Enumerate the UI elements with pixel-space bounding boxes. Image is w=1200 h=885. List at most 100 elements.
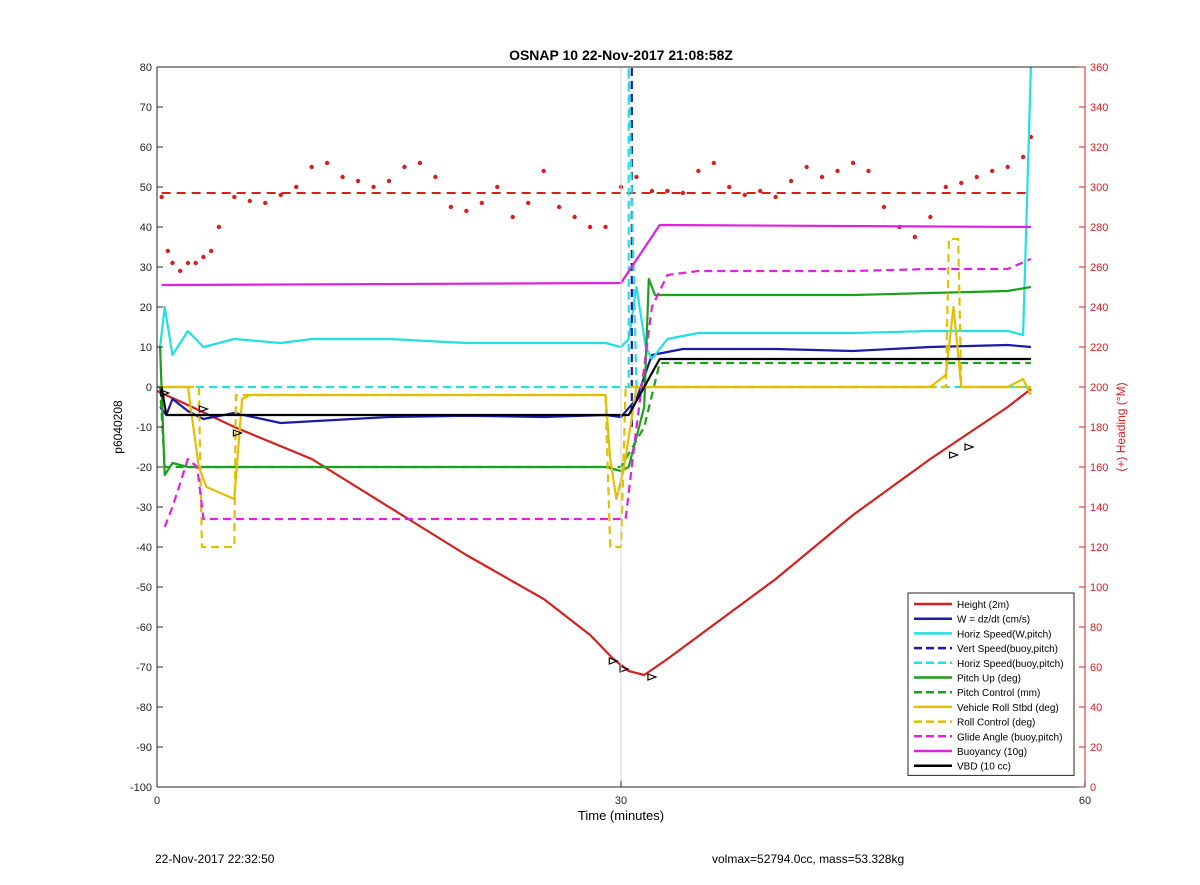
heading-point xyxy=(928,214,933,220)
series-line-vbd-10-cc xyxy=(160,357,1031,417)
y-tick-label-right: 340 xyxy=(1090,102,1108,114)
heading-point xyxy=(216,224,222,230)
heading-point xyxy=(340,174,345,180)
y-tick-label-left: 10 xyxy=(140,342,152,354)
heading-point xyxy=(185,260,191,266)
heading-point xyxy=(541,168,546,174)
heading-point xyxy=(1005,164,1010,170)
heading-point xyxy=(479,200,484,206)
heading-point xyxy=(526,200,531,206)
heading-point xyxy=(324,160,330,166)
chart-title: OSNAP 10 22-Nov-2017 21:08:58Z xyxy=(509,47,733,63)
legend-label-horiz-speed-w-pitch: Horiz Speed(W,pitch) xyxy=(957,629,1051,640)
heading-point xyxy=(866,168,871,174)
heading-point xyxy=(665,188,670,194)
legend-label-buoyancy-10g: Buoyancy (10g) xyxy=(957,747,1027,758)
y-tick-label-right: 200 xyxy=(1090,382,1108,394)
y-tick-label-right: 240 xyxy=(1090,302,1108,314)
y-tick-label-right: 320 xyxy=(1090,142,1108,154)
y-tick-label-right: 260 xyxy=(1090,262,1108,274)
x-tick-label: 30 xyxy=(615,795,627,807)
heading-point xyxy=(386,178,392,184)
legend-label-height-2m: Height (2m) xyxy=(957,600,1009,611)
y-tick-label-left: -80 xyxy=(136,702,152,714)
y-tick-label-left: -100 xyxy=(130,782,152,794)
y-tick-label-left: -20 xyxy=(136,462,152,474)
x-axis-label: Time (minutes) xyxy=(578,808,664,823)
heading-point xyxy=(193,260,198,266)
y-tick-label-left: 30 xyxy=(140,262,152,274)
height-marker xyxy=(647,673,658,681)
heading-point xyxy=(974,174,979,180)
heading-point xyxy=(572,214,577,220)
heading-point xyxy=(556,204,562,210)
y-tick-label-left: 60 xyxy=(140,142,152,154)
y-tick-label-right: 80 xyxy=(1090,622,1102,634)
series-line-roll-control-deg xyxy=(160,237,1031,549)
heading-point xyxy=(165,248,171,254)
legend-label-pitch-up-deg: Pitch Up (deg) xyxy=(957,674,1021,685)
y-tick-label-left: -10 xyxy=(136,422,152,434)
y-tick-label-left: 20 xyxy=(140,302,152,314)
heading-point xyxy=(959,180,964,186)
y-tick-label-right: 360 xyxy=(1090,62,1108,74)
y-tick-label-left: -70 xyxy=(136,662,152,674)
legend: Height (2m) W = dz/dt (cm/s) Horiz Speed(W… xyxy=(907,592,1075,776)
heading-point xyxy=(247,198,252,204)
y-tick-label-right: 100 xyxy=(1090,582,1108,594)
heading-point xyxy=(208,248,214,254)
legend-label-horiz-speed-buoy-pitch: Horiz Speed(buoy,pitch) xyxy=(957,659,1064,670)
x-tick-label: 0 xyxy=(154,795,160,807)
heading-point xyxy=(680,190,686,196)
heading-point xyxy=(603,224,608,230)
legend-label-vehicle-roll-stbd-deg: Vehicle Roll Stbd (deg) xyxy=(957,703,1059,714)
y-tick-label-right: 0 xyxy=(1090,782,1096,794)
heading-point xyxy=(178,268,183,274)
y-tick-label-right: 180 xyxy=(1090,422,1108,434)
heading-point xyxy=(990,168,995,174)
heading-point xyxy=(294,184,299,190)
y-tick-label-left: -90 xyxy=(136,742,152,754)
height-marker xyxy=(198,405,210,413)
legend-label-roll-control-deg: Roll Control (deg) xyxy=(957,718,1035,729)
heading-point xyxy=(788,178,794,184)
y-tick-label-right: 20 xyxy=(1090,742,1102,754)
heading-point xyxy=(510,214,515,220)
heading-point xyxy=(433,174,438,180)
y-tick-label-left: -30 xyxy=(136,502,152,514)
heading-point xyxy=(448,204,454,210)
heading-point xyxy=(232,194,237,200)
heading-point xyxy=(727,184,732,190)
legend-label-glide-angle-buoy-pitch: Glide Angle (buoy,pitch) xyxy=(957,732,1062,743)
legend-box xyxy=(907,592,1075,776)
heading-point xyxy=(804,164,809,170)
y-tick-label-right: 120 xyxy=(1090,542,1108,554)
y-axis-label-left: p6040208 xyxy=(111,400,125,454)
height-marker xyxy=(619,665,630,673)
y-axis-label-right: (+) Heading (°M) xyxy=(1114,382,1128,471)
height-marker xyxy=(964,443,975,451)
height-marker xyxy=(232,429,244,437)
legend-label-vert-speed-buoy-pitch: Vert Speed(buoy,pitch) xyxy=(957,644,1058,655)
y-tick-label-left: -60 xyxy=(136,622,152,634)
heading-point xyxy=(170,260,175,266)
heading-point xyxy=(417,160,423,166)
series-line-glide-angle-buoy-pitch xyxy=(163,257,1032,528)
y-tick-label-right: 40 xyxy=(1090,702,1102,714)
heading-point xyxy=(464,208,469,214)
heading-point xyxy=(371,184,376,190)
y-tick-label-left: 70 xyxy=(140,102,152,114)
heading-point xyxy=(943,184,948,190)
footer-timestamp: 22-Nov-2017 22:32:50 xyxy=(155,852,275,866)
heading-point xyxy=(711,160,716,166)
y-tick-label-right: 220 xyxy=(1090,342,1108,354)
y-tick-label-right: 280 xyxy=(1090,222,1108,234)
heading-point xyxy=(309,164,314,170)
y-tick-label-right: 160 xyxy=(1090,462,1108,474)
heading-point xyxy=(758,188,763,194)
y-tick-label-left: 40 xyxy=(140,222,152,234)
heading-point xyxy=(835,168,840,174)
heading-point xyxy=(355,178,361,184)
heading-point xyxy=(1020,154,1026,160)
y-tick-label-left: 0 xyxy=(146,382,152,394)
